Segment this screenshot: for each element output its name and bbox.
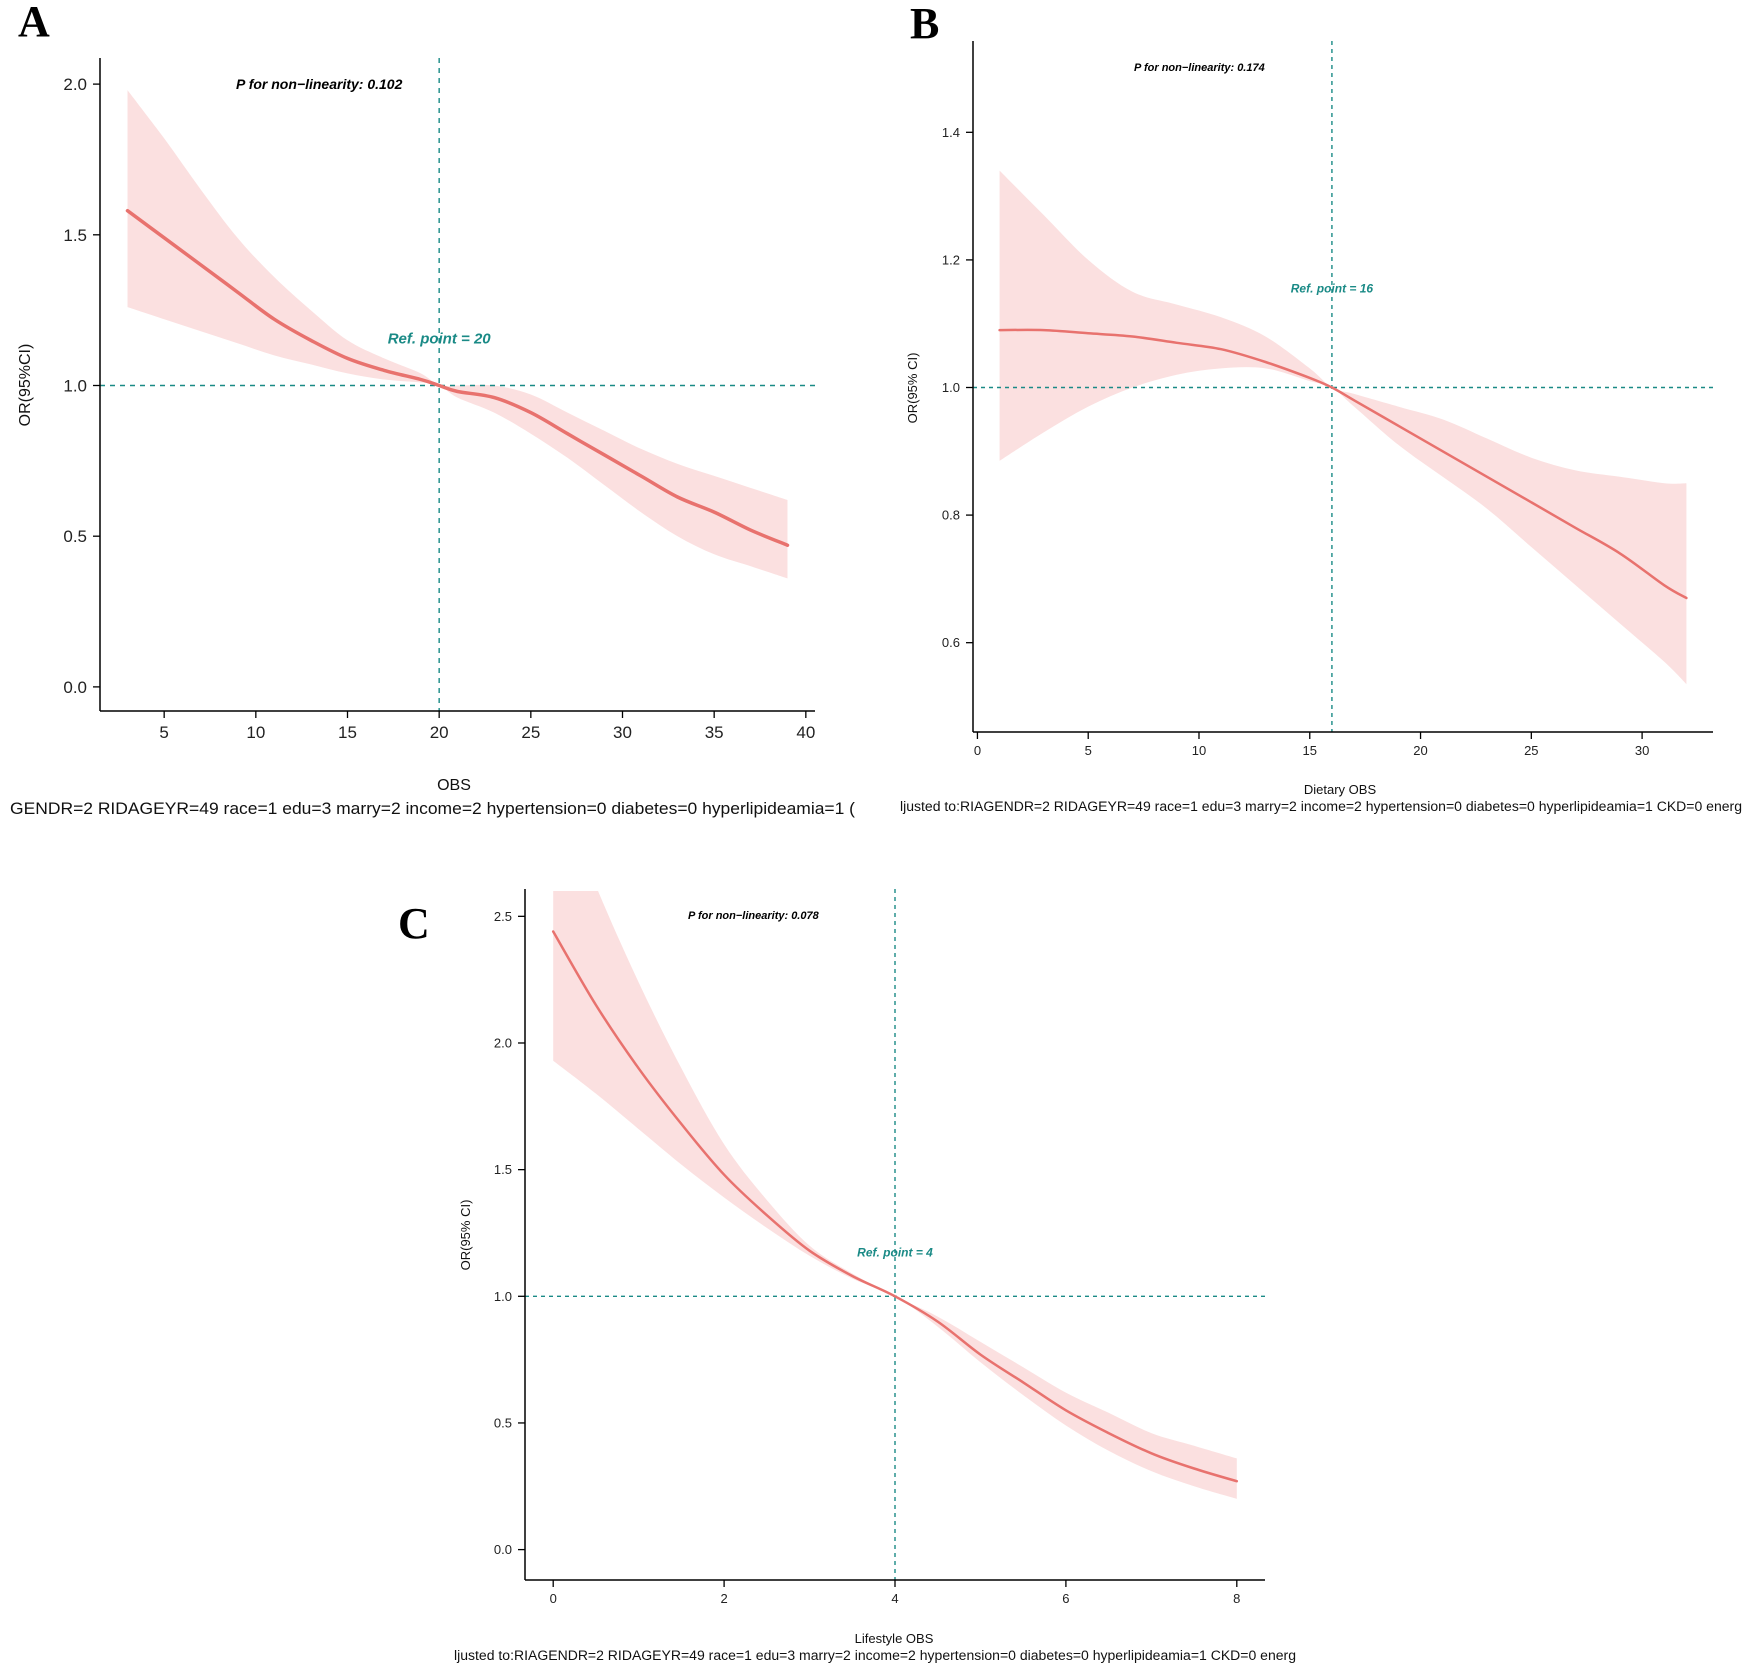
panel-b-ref-point-label: Ref. point = 16 — [1291, 282, 1374, 296]
panel-b-y-tick-label: 0.8 — [942, 508, 960, 523]
panel-c-p-value: P for non−linearity: 0.078 — [688, 910, 820, 922]
panel-b-y-tick-label: 1.0 — [942, 380, 960, 395]
panel-c-x-tick-label: 8 — [1233, 1591, 1240, 1606]
panel-a-y-tick-label: 2.0 — [63, 75, 87, 94]
panel-c-ci-band-group — [553, 891, 1237, 1499]
panel-a-x-tick-label: 35 — [705, 723, 724, 742]
panel-a-x-tick-label: 30 — [613, 723, 632, 742]
panel-b-ci-band — [999, 170, 1687, 685]
panel-b-y-tick-label: 1.2 — [942, 252, 960, 267]
panel-b-x-tick-label: 5 — [1085, 743, 1092, 758]
panel-b-x-tick-label: 0 — [974, 743, 981, 758]
panel-b-y-tick-label: 1.4 — [942, 125, 960, 140]
panel-c-x-tick-label: 2 — [720, 1591, 727, 1606]
panel-a-letter: A — [18, 0, 50, 46]
panel-b-y-axis-title: OR(95% CI) — [905, 353, 920, 424]
panel-a-y-tick-label: 0.0 — [63, 678, 87, 697]
panel-c-or-curve — [551, 930, 1239, 1483]
panel-a-x-tick-label: 40 — [796, 723, 815, 742]
panel-a-p-value: P for non−linearity: 0.102 — [236, 76, 403, 92]
panel-b-x-tick-label: 15 — [1303, 743, 1317, 758]
panel-a-or-curve — [125, 208, 790, 547]
panel-b-or-curve — [998, 328, 1688, 600]
panel-b-axes: 0 5 10 15 20 25 30 0.6 0.8 1.0 1.2 1.4 — [942, 41, 1713, 758]
panel-a-adjustment-note: GENDR=2 RIDAGEYR=49 race=1 edu=3 marry=2… — [10, 799, 855, 818]
panel-a-x-tick-label: 10 — [246, 723, 265, 742]
panel-c-y-tick-label: 1.0 — [494, 1289, 512, 1304]
panel-c-adjustment-note: ljusted to:RIAGENDR=2 RIDAGEYR=49 race=1… — [454, 1648, 1296, 1663]
panel-c-y-tick-label: 0.0 — [494, 1542, 512, 1557]
panel-b-x-axis-title: Dietary OBS — [1304, 782, 1377, 797]
panel-b-x-tick-label: 25 — [1524, 743, 1538, 758]
panel-c-y-tick-label: 2.5 — [494, 909, 512, 924]
panel-b-x-tick-label: 10 — [1192, 743, 1206, 758]
panel-a-reference-lines — [100, 58, 815, 711]
panel-c-x-tick-label: 6 — [1062, 1591, 1069, 1606]
panel-c-y-tick-label: 1.5 — [494, 1162, 512, 1177]
panel-c-letter: C — [398, 899, 430, 948]
panel-c-y-tick-label: 2.0 — [494, 1036, 512, 1051]
panel-c-x-axis-title: Lifestyle OBS — [855, 1631, 934, 1646]
panel-c-x-tick-label: 4 — [891, 1591, 898, 1606]
panel-b-curve-group — [998, 328, 1688, 600]
panel-a-ref-point-label: Ref. point = 20 — [388, 331, 492, 348]
panel-b-x-tick-label: 20 — [1413, 743, 1427, 758]
panel-b-adjustment-note: ljusted to:RIAGENDR=2 RIDAGEYR=49 race=1… — [900, 799, 1742, 814]
panel-c-y-axis-title: OR(95% CI) — [458, 1200, 473, 1271]
panel-a-x-tick-label: 15 — [338, 723, 357, 742]
panel-a-axes: 5 10 15 20 25 30 35 40 0.0 0.5 1.0 1.5 2.0 — [63, 58, 815, 742]
panel-a-curve-group — [125, 208, 790, 547]
panel-a-x-axis-title: OBS — [437, 777, 471, 794]
panel-c-curve-group — [551, 930, 1239, 1483]
panel-c-ref-point-label: Ref. point = 4 — [857, 1245, 933, 1259]
panel-a-y-tick-label: 1.0 — [63, 376, 87, 395]
panel-a-x-tick-label: 20 — [430, 723, 449, 742]
panel-a-y-axis-title: OR(95%CI) — [17, 344, 34, 427]
panel-a-chart: A 5 10 15 20 25 30 35 40 0.0 0.5 1.0 1.5 2.0 P for n… — [10, 0, 855, 818]
panel-c-chart: C 0 2 4 6 8 0.0 0.5 1.0 1.5 2.0 2.5 P for non−line… — [398, 889, 1296, 1663]
panel-a-y-tick-label: 1.5 — [63, 226, 87, 245]
panel-a-y-tick-label: 0.5 — [63, 527, 87, 546]
panel-b-chart: B 0 5 10 15 20 25 30 0.6 0.8 1.0 1.2 1.4 P for non−… — [900, 0, 1742, 814]
panel-b-p-value: P for non−linearity: 0.174 — [1134, 62, 1265, 74]
panel-c-x-tick-label: 0 — [550, 1591, 557, 1606]
panel-a-x-tick-label: 25 — [521, 723, 540, 742]
panel-c-y-tick-label: 0.5 — [494, 1415, 512, 1430]
panel-b-y-tick-label: 0.6 — [942, 635, 960, 650]
panel-b-letter: B — [910, 0, 939, 48]
panel-a-x-tick-label: 5 — [159, 723, 168, 742]
panel-c-ci-band — [553, 891, 1237, 1499]
panel-c-axes: 0 2 4 6 8 0.0 0.5 1.0 1.5 2.0 2.5 — [494, 889, 1265, 1606]
panel-a-ci-band-group — [127, 90, 788, 579]
panel-b-ci-band-group — [999, 170, 1687, 685]
panel-a-ci-band — [127, 90, 788, 579]
panel-b-x-tick-label: 30 — [1635, 743, 1649, 758]
